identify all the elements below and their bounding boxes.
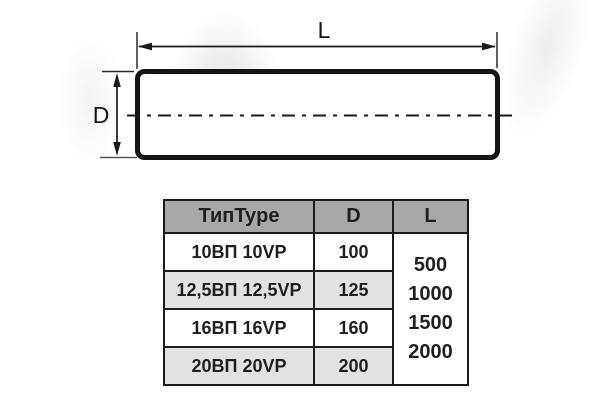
d-cell: 200 bbox=[313, 346, 394, 386]
d-cell: 125 bbox=[313, 270, 394, 310]
d-arrowhead-top bbox=[113, 73, 121, 87]
d-cell: 100 bbox=[313, 232, 394, 272]
size-spec-table: ТипType D L 10ВП 10VP 100 500 1000 1500 … bbox=[163, 199, 469, 386]
l-arrowhead-left bbox=[138, 42, 152, 51]
type-cell: 16ВП 16VP bbox=[163, 308, 315, 348]
l-arrowhead-right bbox=[482, 42, 496, 51]
length-value: 1000 bbox=[408, 283, 453, 305]
table-row: 20ВП 20VP 200 bbox=[163, 346, 468, 386]
column-header-d: D bbox=[313, 199, 394, 234]
d-arrowhead-bottom bbox=[113, 142, 121, 156]
length-options: 500 1000 1500 2000 bbox=[395, 251, 466, 367]
l-values-cell: 500 1000 1500 2000 bbox=[392, 232, 469, 386]
length-value: 2000 bbox=[408, 341, 453, 363]
length-value: 1500 bbox=[408, 312, 453, 334]
length-dimension-label: L bbox=[318, 17, 331, 43]
diameter-dimension-label: D bbox=[93, 102, 110, 128]
length-value: 500 bbox=[413, 254, 448, 276]
column-header-l: L bbox=[392, 199, 469, 234]
type-cell: 20ВП 20VP bbox=[163, 346, 315, 386]
column-header-type: ТипType bbox=[163, 199, 315, 234]
type-cell: 12,5ВП 12,5VP bbox=[163, 270, 315, 310]
table-row: 10ВП 10VP 100 500 1000 1500 2000 bbox=[163, 232, 469, 386]
type-cell: 10ВП 10VP bbox=[163, 232, 315, 272]
table-row: 16ВП 16VP 160 bbox=[163, 308, 468, 348]
table-header-row: ТипType D L bbox=[163, 199, 469, 234]
duct-dimension-drawing: L D bbox=[93, 17, 512, 160]
d-cell: 160 bbox=[313, 308, 394, 348]
table-row: 12,5ВП 12,5VP 125 bbox=[163, 270, 468, 310]
